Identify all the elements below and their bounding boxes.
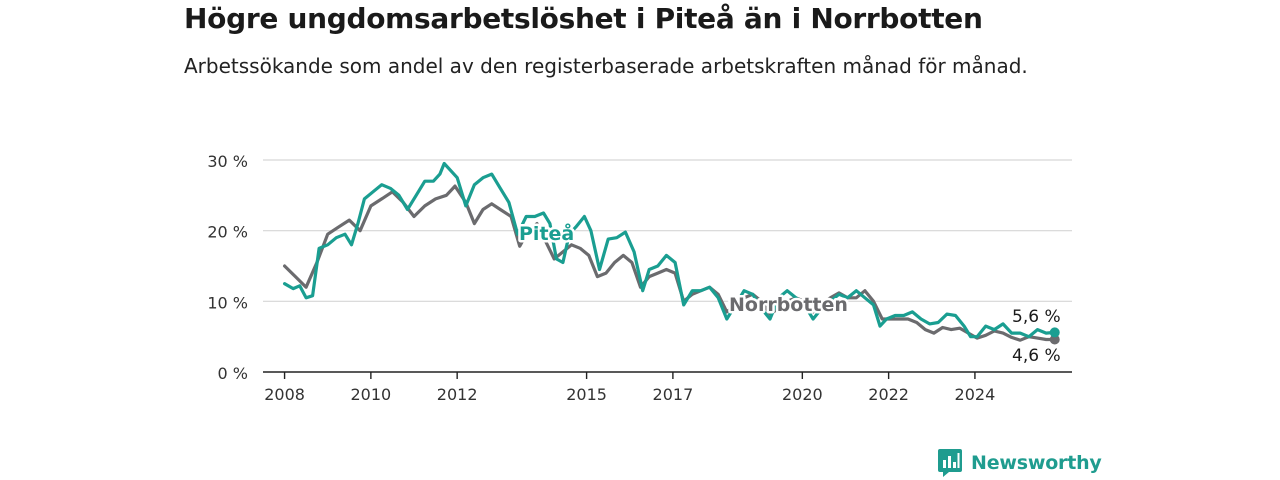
end-value-pitea: 5,6 % xyxy=(1012,307,1061,327)
y-axis-ticks: 0 % 10 % 20 % 30 % xyxy=(207,152,248,383)
x-tick-label: 2017 xyxy=(653,385,694,404)
end-value-norrbotten: 4,6 % xyxy=(1012,346,1061,366)
series-label-norrbotten: Norrbotten xyxy=(729,294,848,316)
y-tick-label: 0 % xyxy=(218,364,248,383)
x-tick-label: 2008 xyxy=(264,385,305,404)
series-label-pitea: Piteå xyxy=(519,221,574,245)
gridlines xyxy=(263,159,1072,373)
series-endpoint-norrbotten xyxy=(1049,334,1060,345)
brand: Newsworthy xyxy=(937,448,1102,478)
series-line-pitea xyxy=(283,161,1057,339)
x-axis-ticks: 2008 2010 2012 2015 2017 2020 2022 2024 xyxy=(264,372,995,404)
line-chart: 0 % 10 % 20 % 30 % 2008 2010 2012 2015 2017 2020… xyxy=(207,152,1072,404)
y-tick-label: 30 % xyxy=(207,152,248,171)
brand-name: Newsworthy xyxy=(971,452,1102,474)
x-tick-label: 2012 xyxy=(437,385,478,404)
x-tick-label: 2024 xyxy=(955,385,996,404)
y-tick-label: 20 % xyxy=(207,223,248,242)
x-tick-label: 2015 xyxy=(566,385,607,404)
series-endpoint-pitea xyxy=(1049,327,1060,338)
x-tick-label: 2022 xyxy=(868,385,909,404)
series-labels: 4,6 % 5,6 % Piteå Norrbotten xyxy=(517,219,1061,367)
series-lines xyxy=(283,161,1060,345)
x-tick-label: 2010 xyxy=(351,385,392,404)
series-line-norrbotten xyxy=(283,184,1057,342)
y-tick-label: 10 % xyxy=(207,293,248,312)
newsworthy-logo-icon xyxy=(938,449,962,477)
x-tick-label: 2020 xyxy=(782,385,823,404)
chart-title: Högre ungdomsarbetslöshet i Piteå än i N… xyxy=(184,2,983,35)
chart-subtitle: Arbetssökande som andel av den registerb… xyxy=(184,54,1028,78)
